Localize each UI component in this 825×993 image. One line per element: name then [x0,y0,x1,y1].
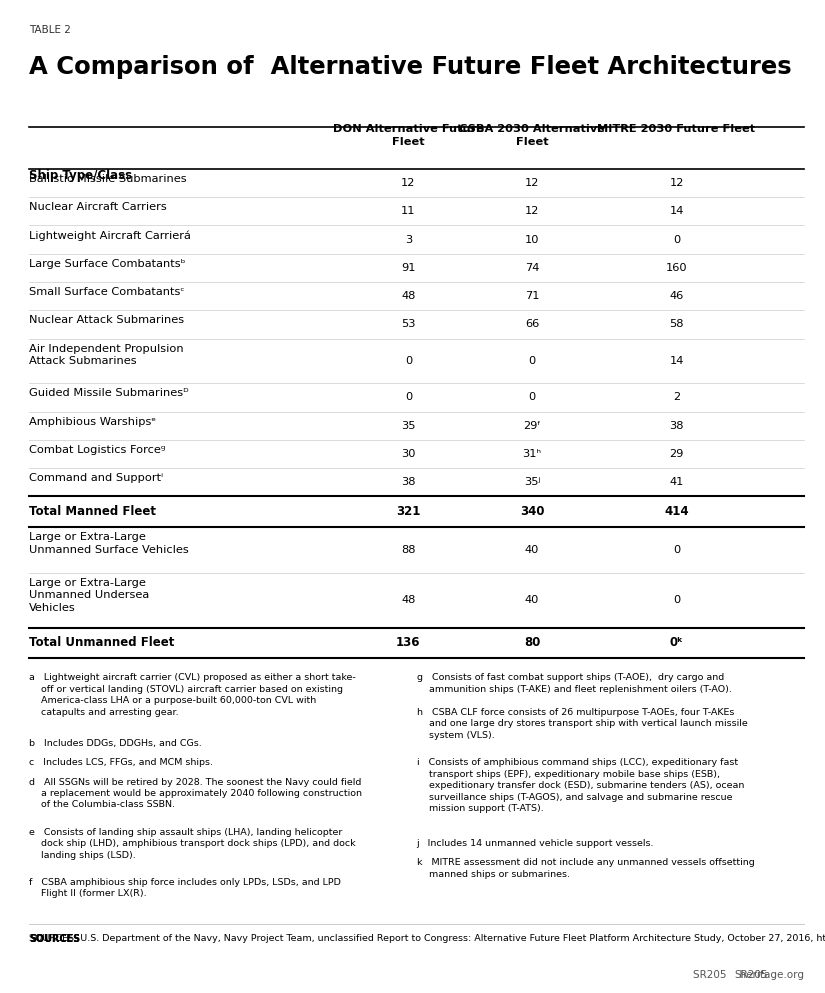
Text: Combat Logistics Forceᵍ: Combat Logistics Forceᵍ [29,445,165,455]
Text: Air Independent Propulsion
Attack Submarines: Air Independent Propulsion Attack Submar… [29,344,183,366]
Text: 35ʲ: 35ʲ [524,478,540,488]
Text: 38: 38 [401,478,416,488]
Text: Amphibious Warshipsᵉ: Amphibious Warshipsᵉ [29,416,156,427]
Text: 11: 11 [401,207,416,216]
Text: 12: 12 [401,178,416,188]
Text: 321: 321 [396,505,421,518]
Text: 48: 48 [401,291,416,301]
Text: f   CSBA amphibious ship force includes only LPDs, LSDs, and LPD
    Flight II (: f CSBA amphibious ship force includes on… [29,878,341,899]
Text: SOURCES: U.S. Department of the Navy, Navy Project Team, unclassified Report to : SOURCES: U.S. Department of the Navy, Na… [29,934,825,943]
Text: 14: 14 [669,355,684,366]
Text: SOURCES: SOURCES [29,934,80,944]
Text: a   Lightweight aircraft carrier (CVL) proposed as either a short take-
    off : a Lightweight aircraft carrier (CVL) pro… [29,673,356,717]
Text: 12: 12 [525,207,540,216]
Text: Nuclear Attack Submarines: Nuclear Attack Submarines [29,315,184,326]
Text: 3: 3 [405,234,412,244]
Text: 14: 14 [669,207,684,216]
Text: k   MITRE assessment did not include any unmanned vessels offsetting
    manned : k MITRE assessment did not include any u… [417,858,754,879]
Text: j   Includes 14 unmanned vehicle support vessels.: j Includes 14 unmanned vehicle support v… [417,839,654,848]
Text: Guided Missile Submarinesᴰ: Guided Missile Submarinesᴰ [29,388,188,398]
Text: 340: 340 [520,505,544,518]
Text: 12: 12 [525,178,540,188]
Text: Nuclear Aircraft Carriers: Nuclear Aircraft Carriers [29,203,167,213]
Text: Ballistic Missile Submarines: Ballistic Missile Submarines [29,174,186,184]
Text: Small Surface Combatantsᶜ: Small Surface Combatantsᶜ [29,287,185,297]
Text: 88: 88 [401,545,416,555]
Text: 10: 10 [525,234,540,244]
Text: 0: 0 [673,545,680,555]
Text: i   Consists of amphibious command ships (LCC), expeditionary fast
    transport: i Consists of amphibious command ships (… [417,758,744,813]
Text: Command and Supportⁱ: Command and Supportⁱ [29,473,163,484]
Text: 160: 160 [666,263,687,273]
Text: d   All SSGNs will be retired by 2028. The soonest the Navy could field
    a re: d All SSGNs will be retired by 2028. The… [29,778,362,809]
Text: 41: 41 [669,478,684,488]
Text: 38: 38 [669,421,684,431]
Text: DON Alternative Future
Fleet: DON Alternative Future Fleet [332,124,484,147]
Text: 40: 40 [525,545,540,555]
Text: MITRE 2030 Future Fleet: MITRE 2030 Future Fleet [597,124,756,134]
Text: 29ᶠ: 29ᶠ [523,421,541,431]
Text: c   Includes LCS, FFGs, and MCM ships.: c Includes LCS, FFGs, and MCM ships. [29,758,213,768]
Text: h   CSBA CLF force consists of 26 multipurpose T-AOEs, four T-AKEs
    and one l: h CSBA CLF force consists of 26 multipur… [417,708,747,740]
Text: 0: 0 [529,355,535,366]
Text: 46: 46 [669,291,684,301]
Text: 40: 40 [525,595,540,606]
Text: 414: 414 [664,505,689,518]
Text: Ship Type/Class: Ship Type/Class [29,169,132,182]
Text: Total Unmanned Fleet: Total Unmanned Fleet [29,637,174,649]
Text: 53: 53 [401,320,416,330]
Text: 30: 30 [401,449,416,459]
Text: CSBA 2030 Alternative
Fleet: CSBA 2030 Alternative Fleet [460,124,605,147]
Text: g   Consists of fast combat support ships (T-AOE),  dry cargo and
    ammunition: g Consists of fast combat support ships … [417,673,732,694]
Text: A Comparison of  Alternative Future Fleet Architectures: A Comparison of Alternative Future Fleet… [29,55,791,78]
Text: 71: 71 [525,291,540,301]
Text: Lightweight Aircraft Carrierá: Lightweight Aircraft Carrierá [29,230,191,241]
Text: SR205    heritage.org: SR205 heritage.org [693,970,804,980]
Text: Large or Extra-Large
Unmanned Surface Vehicles: Large or Extra-Large Unmanned Surface Ve… [29,532,189,555]
Text: 35: 35 [401,421,416,431]
Text: 136: 136 [396,637,421,649]
Text: 0: 0 [405,355,412,366]
Text: 29: 29 [669,449,684,459]
Text: 74: 74 [525,263,540,273]
Text: 66: 66 [525,320,540,330]
Text: 0: 0 [673,595,680,606]
Text: 80: 80 [524,637,540,649]
Text: 0: 0 [405,392,412,402]
Text: e   Consists of landing ship assault ships (LHA), landing helicopter
    dock sh: e Consists of landing ship assault ships… [29,827,356,860]
Text: Large Surface Combatantsᵇ: Large Surface Combatantsᵇ [29,258,186,269]
Text: SR205: SR205 [734,970,768,980]
Text: 2: 2 [673,392,680,402]
Text: 48: 48 [401,595,416,606]
Text: 12: 12 [669,178,684,188]
Text: 31ʰ: 31ʰ [522,449,542,459]
Text: SOURCES: SOURCES [29,934,80,944]
Text: 58: 58 [669,320,684,330]
Text: 0ᵏ: 0ᵏ [670,637,683,649]
Text: 0: 0 [529,392,535,402]
Text: 0: 0 [673,234,680,244]
Text: TABLE 2: TABLE 2 [29,25,71,35]
Text: b   Includes DDGs, DDGHs, and CGs.: b Includes DDGs, DDGHs, and CGs. [29,739,201,748]
Text: Total Manned Fleet: Total Manned Fleet [29,505,156,518]
Text: Large or Extra-Large
Unmanned Undersea
Vehicles: Large or Extra-Large Unmanned Undersea V… [29,578,149,613]
Text: 91: 91 [401,263,416,273]
